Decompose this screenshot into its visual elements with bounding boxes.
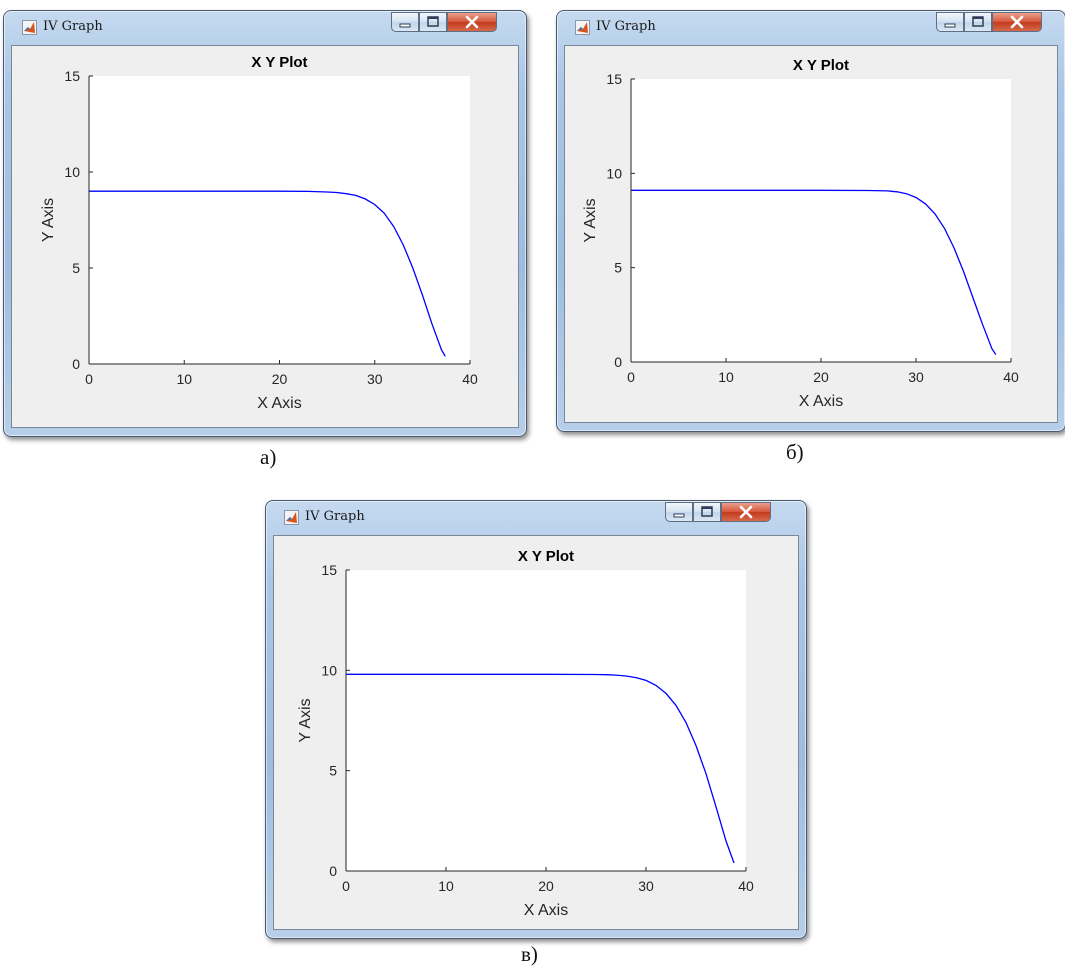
maximize-icon bbox=[972, 16, 984, 27]
x-tick-label: 20 bbox=[538, 878, 554, 894]
window-title: IV Graph bbox=[305, 509, 365, 524]
minimize-icon bbox=[673, 513, 685, 518]
series-line-1 bbox=[89, 190, 446, 357]
x-tick-label: 20 bbox=[813, 369, 829, 385]
x-tick-label: 40 bbox=[738, 878, 754, 894]
close-icon bbox=[465, 15, 479, 29]
close-button[interactable] bbox=[992, 12, 1042, 32]
y-tick-label: 5 bbox=[329, 763, 337, 779]
minimize-icon bbox=[944, 23, 956, 28]
y-tick-label: 5 bbox=[614, 260, 622, 276]
close-icon bbox=[1010, 15, 1024, 29]
x-axis-label: X Axis bbox=[799, 393, 843, 410]
matlab-icon bbox=[575, 20, 590, 35]
maximize-button[interactable] bbox=[964, 12, 992, 32]
y-tick-label: 15 bbox=[321, 562, 337, 578]
xy-plot: X Y Plot 0 10 20 30 40 0 5 10 15 X Axis Y Axis bbox=[40, 54, 478, 412]
y-tick-label: 5 bbox=[72, 260, 80, 276]
matlab-icon bbox=[22, 20, 37, 35]
y-tick-label: 0 bbox=[72, 356, 80, 372]
x-tick-label: 20 bbox=[272, 371, 288, 387]
x-tick-label: 10 bbox=[438, 878, 454, 894]
figure-caption-c: в) bbox=[521, 942, 538, 966]
iv-graph-window-a[interactable]: IV Graph X Y Plot 0 10 20 30 40 0 5 10 15 X Axis Y … bbox=[3, 10, 527, 437]
chart-title: X Y Plot bbox=[518, 548, 574, 565]
close-button[interactable] bbox=[721, 502, 771, 522]
matlab-icon bbox=[284, 510, 299, 525]
x-axis-label: X Axis bbox=[257, 395, 301, 412]
y-tick-label: 10 bbox=[321, 662, 337, 678]
y-axis-label: Y Axis bbox=[40, 198, 57, 242]
x-axis-label: X Axis bbox=[524, 902, 568, 919]
minimize-icon bbox=[399, 23, 411, 28]
x-tick-label: 0 bbox=[342, 878, 350, 894]
xy-plot: X Y Plot 0 10 20 30 40 0 5 10 15 X Axis Y Axis bbox=[297, 548, 754, 919]
y-axis-label: Y Axis bbox=[582, 198, 599, 242]
maximize-icon bbox=[701, 506, 713, 517]
close-button[interactable] bbox=[447, 12, 497, 32]
x-tick-label: 10 bbox=[176, 371, 192, 387]
iv-graph-window-c[interactable]: IV Graph X Y Plot 0 10 20 30 40 0 5 10 15 X Axis Y … bbox=[265, 500, 807, 939]
figure-area: X Y Plot 0 10 20 30 40 0 5 10 15 X Axis Y Axis bbox=[273, 535, 799, 930]
y-tick-label: 10 bbox=[64, 164, 80, 180]
maximize-icon bbox=[427, 16, 439, 27]
y-tick-label: 15 bbox=[64, 68, 80, 84]
y-tick-label: 10 bbox=[606, 165, 622, 181]
x-tick-label: 40 bbox=[1003, 369, 1019, 385]
title-bar[interactable]: IV Graph bbox=[557, 11, 1065, 45]
xy-plot: X Y Plot 0 10 20 30 40 0 5 10 15 X Axis Y Axis bbox=[582, 57, 1019, 410]
plot-area bbox=[631, 79, 1011, 362]
y-tick-label: 0 bbox=[614, 354, 622, 370]
x-tick-label: 30 bbox=[367, 371, 383, 387]
y-axis-label: Y Axis bbox=[297, 698, 314, 742]
window-title: IV Graph bbox=[43, 19, 103, 34]
x-tick-label: 0 bbox=[627, 369, 635, 385]
x-tick-label: 30 bbox=[908, 369, 924, 385]
x-tick-label: 30 bbox=[638, 878, 654, 894]
minimize-button[interactable] bbox=[391, 12, 419, 32]
window-title: IV Graph bbox=[596, 19, 656, 34]
series-line-1 bbox=[631, 189, 997, 355]
title-bar[interactable]: IV Graph bbox=[4, 11, 526, 45]
maximize-button[interactable] bbox=[419, 12, 447, 32]
series-line-1 bbox=[346, 673, 735, 864]
y-tick-label: 0 bbox=[329, 863, 337, 879]
y-tick-label: 15 bbox=[606, 71, 622, 87]
minimize-button[interactable] bbox=[665, 502, 693, 522]
x-tick-label: 40 bbox=[462, 371, 478, 387]
close-icon bbox=[739, 505, 753, 519]
iv-graph-window-b[interactable]: IV Graph X Y Plot 0 10 20 30 40 0 5 10 15 X Axis Y … bbox=[556, 10, 1065, 432]
figure-caption-b: б) bbox=[786, 440, 804, 464]
minimize-button[interactable] bbox=[936, 12, 964, 32]
plot-area bbox=[346, 570, 746, 871]
x-tick-label: 10 bbox=[718, 369, 734, 385]
chart-title: X Y Plot bbox=[251, 54, 307, 71]
maximize-button[interactable] bbox=[693, 502, 721, 522]
figure-area: X Y Plot 0 10 20 30 40 0 5 10 15 X Axis Y Axis bbox=[564, 45, 1058, 423]
figure-area: X Y Plot 0 10 20 30 40 0 5 10 15 X Axis Y Axis bbox=[11, 45, 519, 428]
plot-area bbox=[89, 76, 470, 364]
figure-caption-a: а) bbox=[260, 445, 277, 469]
title-bar[interactable]: IV Graph bbox=[266, 501, 806, 535]
chart-title: X Y Plot bbox=[793, 57, 849, 74]
x-tick-label: 0 bbox=[85, 371, 93, 387]
